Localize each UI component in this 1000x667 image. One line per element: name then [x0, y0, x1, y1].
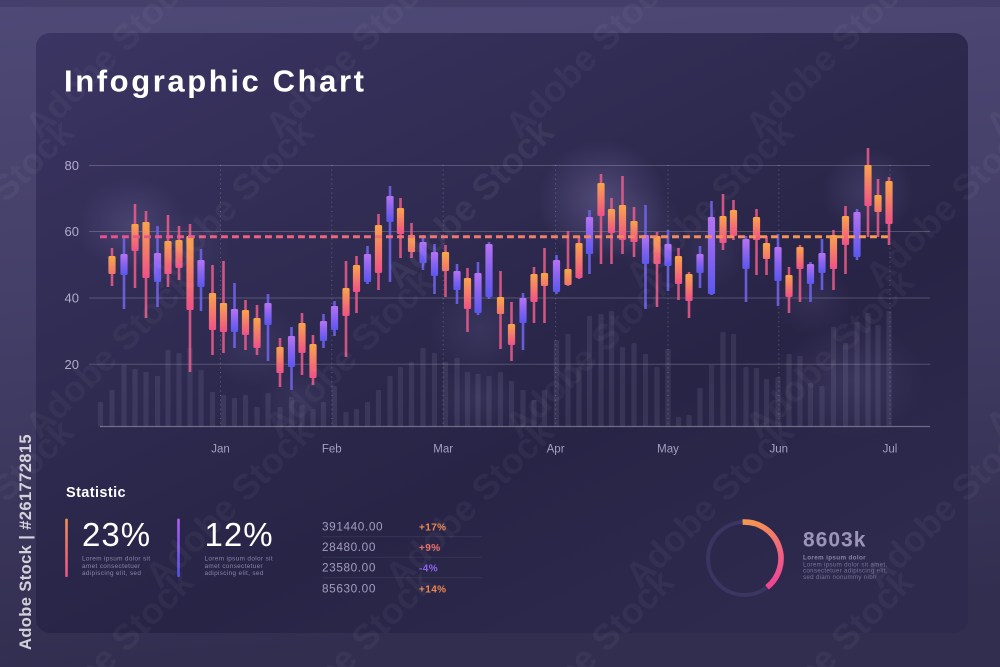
svg-text:Lorem ipsum dolor: Lorem ipsum dolor [803, 555, 866, 562]
svg-text:adipiscing elit, sed: adipiscing elit, sed [82, 570, 141, 577]
svg-text:60: 60 [65, 224, 79, 239]
svg-text:12%: 12% [205, 516, 274, 553]
svg-text:28480.00: 28480.00 [322, 540, 376, 554]
svg-text:391440.00: 391440.00 [322, 520, 383, 534]
svg-text:23%: 23% [82, 516, 151, 553]
svg-text:Jun: Jun [770, 444, 789, 456]
svg-text:Mar: Mar [433, 444, 453, 456]
svg-text:+14%: +14% [419, 584, 446, 595]
svg-text:-4%: -4% [419, 564, 438, 575]
svg-text:Adobe Stock | #261772815: Adobe Stock | #261772815 [17, 434, 35, 650]
svg-text:Apr: Apr [547, 444, 565, 456]
svg-text:+9%: +9% [419, 543, 441, 554]
svg-text:adipiscing elit, sed: adipiscing elit, sed [205, 570, 264, 577]
svg-text:+17%: +17% [419, 523, 446, 534]
svg-text:85630.00: 85630.00 [322, 581, 376, 595]
svg-text:20: 20 [65, 357, 79, 372]
svg-text:consectetuer adipiscing elit,: consectetuer adipiscing elit, [803, 568, 888, 575]
svg-text:80: 80 [65, 158, 79, 173]
svg-text:amet consectetuer: amet consectetuer [82, 563, 141, 570]
svg-text:Jan: Jan [211, 444, 230, 456]
svg-text:40: 40 [65, 291, 79, 306]
svg-text:Lorem ipsum dolor sit: Lorem ipsum dolor sit [205, 556, 273, 563]
svg-text:Statistic: Statistic [66, 485, 126, 501]
svg-text:amet consectetuer: amet consectetuer [205, 563, 264, 570]
svg-text:Lorem ipsum dolor sit: Lorem ipsum dolor sit [82, 556, 150, 563]
svg-text:Infographic Chart: Infographic Chart [64, 64, 367, 99]
svg-text:sed diam nonummy nibh: sed diam nonummy nibh [803, 574, 877, 581]
svg-text:Jul: Jul [883, 444, 898, 456]
svg-text:Feb: Feb [322, 444, 342, 456]
svg-text:8603k: 8603k [803, 529, 866, 552]
svg-text:23580.00: 23580.00 [322, 561, 376, 575]
svg-text:May: May [657, 444, 679, 456]
svg-text:Lorem ipsum dolor sit amet,: Lorem ipsum dolor sit amet, [803, 561, 887, 568]
